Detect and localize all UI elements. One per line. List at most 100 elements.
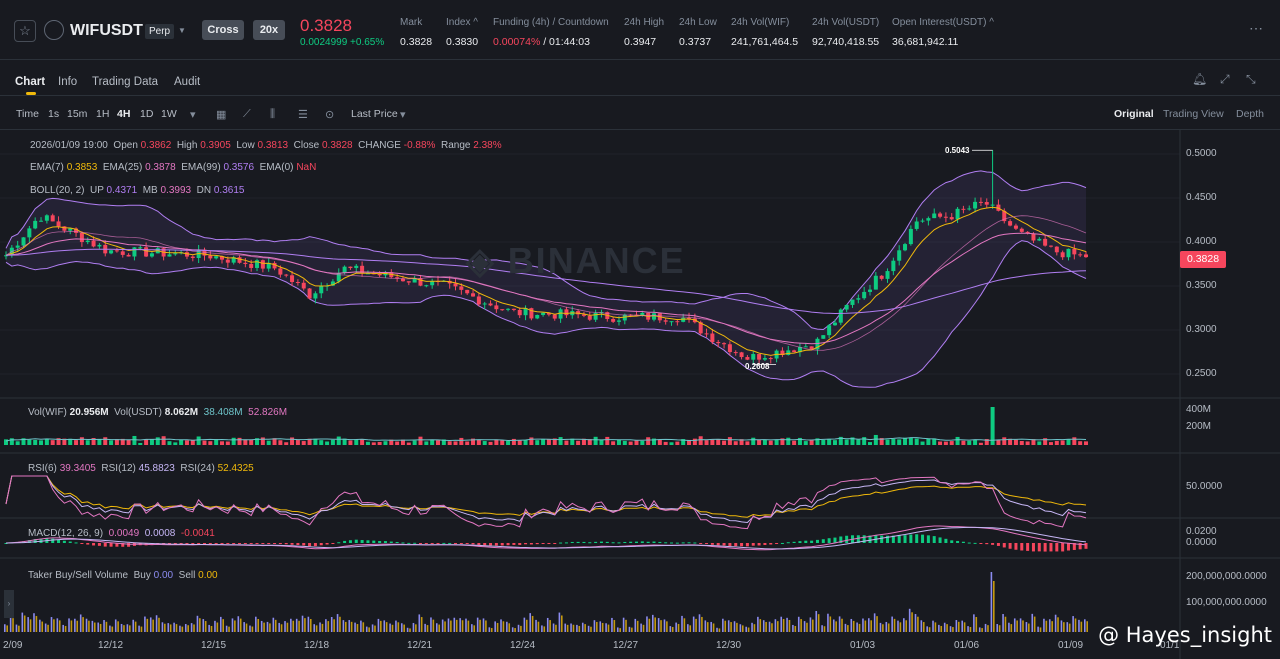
view-trading-view[interactable]: Trading View bbox=[1163, 108, 1224, 120]
interval-1w[interactable]: 1W bbox=[161, 108, 177, 120]
ellipsis-icon[interactable]: ⋯ bbox=[1249, 20, 1264, 36]
candle-body bbox=[1031, 233, 1036, 241]
macd-histogram-bar bbox=[1049, 543, 1053, 552]
candle-body bbox=[278, 268, 283, 275]
chart-canvas[interactable] bbox=[0, 130, 1280, 659]
candle-body bbox=[284, 274, 289, 276]
candle-body bbox=[506, 308, 511, 310]
chevron-right-icon[interactable]: › bbox=[4, 590, 14, 618]
candle-body bbox=[687, 317, 692, 319]
taker-buy-bar bbox=[85, 618, 88, 632]
tab-audit[interactable]: Audit bbox=[174, 76, 201, 88]
candle-type-icon[interactable]: ⫼ bbox=[270, 108, 276, 120]
volume-bar bbox=[652, 438, 656, 445]
tab-trading-data[interactable]: Trading Data bbox=[92, 76, 159, 88]
stat-index[interactable]: Index ^ 0.3830 bbox=[446, 17, 478, 48]
taker-sell-bar bbox=[41, 621, 44, 632]
margin-mode-button[interactable]: Cross bbox=[202, 20, 244, 40]
taker-buy-bar bbox=[868, 618, 870, 632]
macd-histogram-bar bbox=[734, 543, 738, 547]
volume-bar bbox=[739, 439, 744, 445]
macd-histogram-bar bbox=[786, 542, 790, 544]
interval-1s[interactable]: 1s bbox=[48, 108, 60, 120]
candle-body bbox=[587, 315, 592, 320]
symbol-name[interactable]: WIFUSDT bbox=[70, 22, 143, 39]
macd-histogram-bar bbox=[1008, 543, 1012, 549]
taker-sell-bar bbox=[695, 618, 697, 632]
price-axis-label: 0.4000 bbox=[1186, 236, 1217, 247]
candle-body bbox=[792, 350, 797, 353]
macd-histogram-bar bbox=[921, 534, 925, 543]
settings-icon[interactable]: ☰ bbox=[298, 109, 308, 121]
macd-histogram-bar bbox=[238, 543, 242, 544]
macd-histogram-bar bbox=[348, 540, 352, 543]
chevron-down-icon[interactable]: ▾ bbox=[400, 109, 406, 121]
leverage-button[interactable]: 20x bbox=[253, 20, 285, 40]
chevron-down-icon[interactable]: ▾ bbox=[190, 109, 196, 121]
stat-value: 0.00074% / 01:44:03 bbox=[493, 36, 609, 48]
calendar-icon[interactable]: ▦ bbox=[216, 109, 227, 121]
candle-body bbox=[74, 228, 79, 233]
interval-4h[interactable]: 4H bbox=[117, 108, 131, 120]
time-label[interactable]: Time bbox=[16, 108, 39, 120]
ema99-label: EMA(99) bbox=[181, 162, 221, 173]
candle-body bbox=[681, 317, 686, 322]
candle-body bbox=[611, 319, 616, 322]
stat-open-interest[interactable]: Open Interest(USDT) ^ 36,681,942.11 bbox=[892, 17, 994, 48]
candle-body bbox=[541, 312, 546, 315]
expand-icon[interactable]: ⤡ bbox=[1246, 72, 1256, 86]
taker-buy-bar bbox=[167, 623, 170, 632]
macd-histogram-bar bbox=[757, 543, 761, 546]
volume-bar bbox=[558, 437, 563, 445]
macd-histogram-bar bbox=[197, 543, 201, 544]
candle-body bbox=[15, 245, 20, 248]
favorite-star-icon[interactable]: ☆ bbox=[14, 20, 36, 42]
x-axis-label: 12/12 bbox=[98, 640, 124, 651]
volume-bar bbox=[669, 442, 674, 445]
candle-body bbox=[208, 255, 213, 259]
stat-label: Mark bbox=[400, 17, 423, 28]
taker-sell-bar bbox=[566, 624, 569, 632]
taker-sell-bar bbox=[234, 620, 236, 632]
volume-bar bbox=[792, 440, 797, 445]
macd-histogram-bar bbox=[296, 543, 300, 546]
volume-bar bbox=[220, 441, 224, 445]
interval-15m[interactable]: 15m bbox=[67, 108, 88, 120]
taker-buy-bar bbox=[938, 624, 940, 632]
taker-sell-bar bbox=[946, 624, 948, 632]
taker-sell-bar bbox=[555, 624, 557, 632]
candle-body bbox=[862, 291, 867, 299]
volume-bar bbox=[365, 441, 370, 445]
macd-histogram-bar bbox=[821, 539, 825, 543]
taker-buy-bar bbox=[558, 612, 561, 632]
chevron-down-icon[interactable]: ▼ bbox=[178, 26, 186, 35]
taker-sell-bar bbox=[169, 624, 172, 632]
view-depth[interactable]: Depth bbox=[1236, 108, 1265, 120]
volume-bar bbox=[79, 437, 84, 445]
taker-buy-bar bbox=[710, 621, 712, 632]
taker-sell-bar bbox=[666, 621, 668, 632]
tab-chart[interactable]: Chart bbox=[15, 76, 46, 88]
crosshair-icon[interactable]: ⊙ bbox=[325, 109, 335, 121]
fullscreen-icon[interactable]: ⤢ bbox=[1220, 72, 1230, 86]
macd-histogram-bar bbox=[401, 542, 405, 544]
macd-histogram-bar bbox=[675, 542, 679, 544]
view-original[interactable]: Original bbox=[1114, 108, 1154, 120]
interval-1h[interactable]: 1H bbox=[96, 108, 110, 120]
macd-histogram-bar bbox=[903, 535, 907, 543]
taker-buy-bar bbox=[138, 625, 140, 632]
candle-body bbox=[821, 335, 826, 339]
macd-histogram-bar bbox=[518, 543, 522, 545]
macd-histogram-bar bbox=[319, 543, 323, 546]
alert-bell-icon[interactable]: 🔔︎ bbox=[1192, 72, 1208, 86]
candle-body bbox=[663, 320, 668, 322]
macd-histogram-bar bbox=[109, 543, 113, 547]
macd-histogram-bar bbox=[273, 543, 277, 544]
indicator-icon[interactable]: ⟋ bbox=[243, 108, 251, 120]
interval-1d[interactable]: 1D bbox=[140, 108, 154, 120]
taker-buy-bar bbox=[1025, 622, 1028, 632]
price-source-select[interactable]: Last Price bbox=[351, 108, 398, 120]
candle-body bbox=[27, 228, 32, 238]
tab-info[interactable]: Info bbox=[58, 76, 78, 88]
taker-buy-bar bbox=[21, 612, 24, 632]
